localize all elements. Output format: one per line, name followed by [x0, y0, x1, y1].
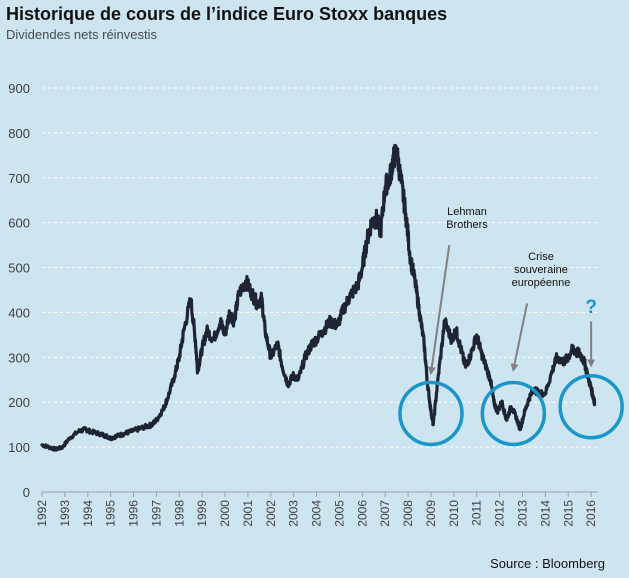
annotation-arrow: [510, 303, 529, 372]
x-tick-label: 2008: [401, 500, 415, 527]
x-tick-label: 1995: [104, 500, 118, 527]
series-line: [40, 143, 597, 452]
gridlines: [42, 87, 598, 448]
y-tick-label: 300: [8, 350, 30, 365]
x-tick-label: 2014: [538, 500, 552, 527]
x-tick-label: 2002: [264, 500, 278, 527]
annotation-question-mark: ?: [585, 297, 597, 318]
x-tick-label: 2011: [470, 500, 484, 526]
y-tick-label: 500: [8, 261, 30, 276]
y-tick-label: 400: [8, 305, 30, 320]
y-tick-label: 800: [8, 126, 30, 141]
highlight-circle: [398, 380, 464, 447]
x-tick-label: 2007: [378, 500, 392, 527]
y-tick-label: 100: [8, 440, 30, 455]
x-tick-label: 2012: [493, 500, 507, 527]
x-tick-label: 1996: [127, 500, 141, 527]
x-tick-label: 1998: [172, 500, 186, 527]
chart-subtitle: Dividendes nets réinvestis: [6, 27, 158, 42]
x-tick-label: 2015: [561, 500, 575, 527]
series-group: [40, 143, 597, 452]
chart-title: Historique de cours de l’indice Euro Sto…: [6, 4, 448, 24]
x-tick-label: 2010: [447, 500, 461, 527]
x-tick-label: 2016: [584, 500, 598, 527]
source-note: Source : Bloomberg: [490, 556, 605, 571]
annotation-crise-label: Crise souveraine européenne: [512, 251, 571, 289]
x-tick-label: 1993: [58, 500, 72, 527]
x-tick-label: 1997: [149, 500, 163, 527]
axes: 0 100 200 300 400 500 600 700 800 900 1992 1993 1994…: [8, 81, 598, 527]
y-tick-label: 600: [8, 216, 30, 231]
x-tick-label: 1992: [35, 500, 49, 527]
y-tick-label: 900: [8, 81, 30, 96]
annotations: Lehman Brothers Crise souveraine européenne?: [398, 206, 624, 447]
y-tick-label: 200: [8, 395, 30, 410]
highlight-circle: [558, 373, 624, 440]
x-tick-label: 2013: [515, 500, 529, 527]
x-tick-label: 1999: [195, 500, 209, 527]
x-tick-label: 2001: [241, 500, 255, 527]
highlight-circle: [480, 380, 547, 447]
x-tick-label: 2006: [355, 500, 369, 527]
x-tick-label: 1994: [81, 500, 95, 527]
annotation-lehman-label: Lehman Brothers: [446, 206, 488, 231]
x-tick-label: 2003: [287, 500, 301, 527]
x-tick-label: 2009: [424, 500, 438, 527]
x-tick-label: 2004: [310, 500, 324, 527]
y-tick-label: 700: [8, 171, 30, 186]
annotation-arrow: [427, 244, 451, 376]
x-tick-label: 2005: [332, 500, 346, 527]
x-tick-label: 2000: [218, 500, 232, 527]
y-tick-label: 0: [23, 485, 30, 500]
